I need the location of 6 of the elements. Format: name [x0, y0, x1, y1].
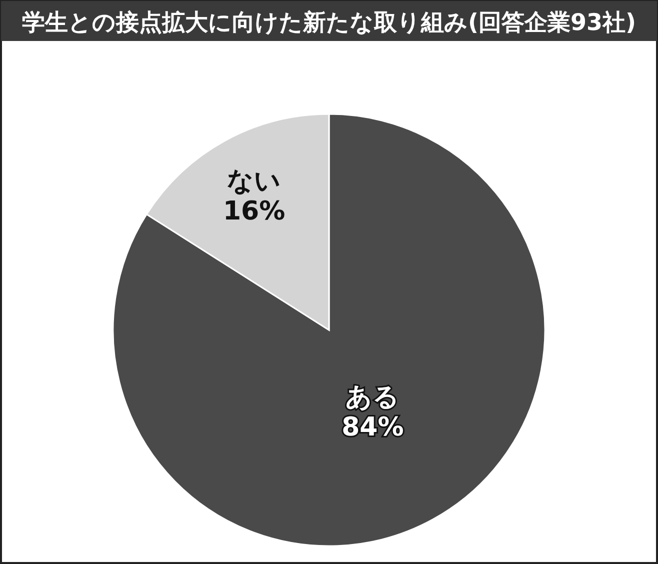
slice-label: ない — [227, 166, 282, 197]
data-label: 16% — [222, 196, 286, 227]
chart-title: 学生との接点拡大に向けた新たな取り組み(回答企業93社) — [22, 9, 636, 36]
pie-slice — [112, 113, 546, 546]
data-label: 84% — [342, 412, 404, 442]
slice-label: ある — [346, 382, 400, 412]
